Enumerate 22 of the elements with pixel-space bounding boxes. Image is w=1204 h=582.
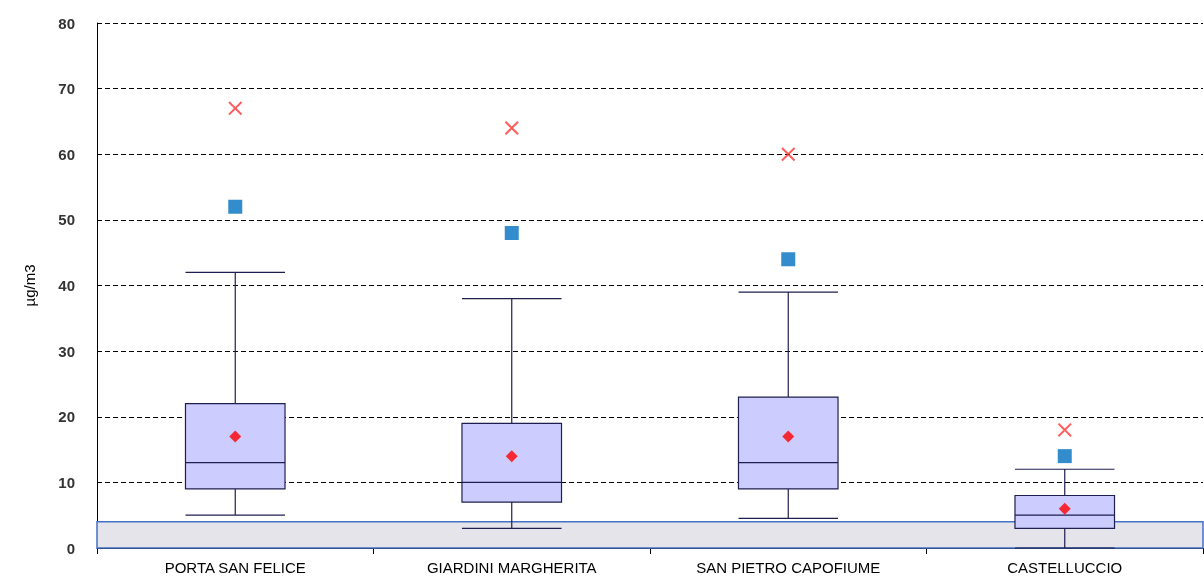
y-tick-label: 50 [58,211,75,229]
y-tick-label: 0 [66,539,75,557]
point [1057,449,1072,464]
y-tick-label: 60 [58,145,75,163]
point [504,226,519,240]
y-axis-title: µg/m3 [21,264,38,307]
point [781,147,796,162]
x-tick-label: SAN PIETRO CAPOFIUME [696,559,881,576]
x-tick-label: GIARDINI MARGHERITA [426,559,597,576]
x-tick-label: PORTA SAN FELICE [164,559,306,576]
y-tick-label: 40 [58,277,75,294]
point [228,101,243,116]
point [504,121,519,135]
y-tick-label: 70 [58,80,75,98]
x-tick-label: CASTELLUCCIO [1007,559,1123,576]
point [228,199,243,214]
y-tick-label: 80 [58,14,75,32]
point [781,252,796,267]
y-tick-label: 10 [58,473,75,491]
y-tick-label: 20 [58,408,75,426]
y-tick-label: 30 [58,342,75,360]
point [1057,422,1072,437]
